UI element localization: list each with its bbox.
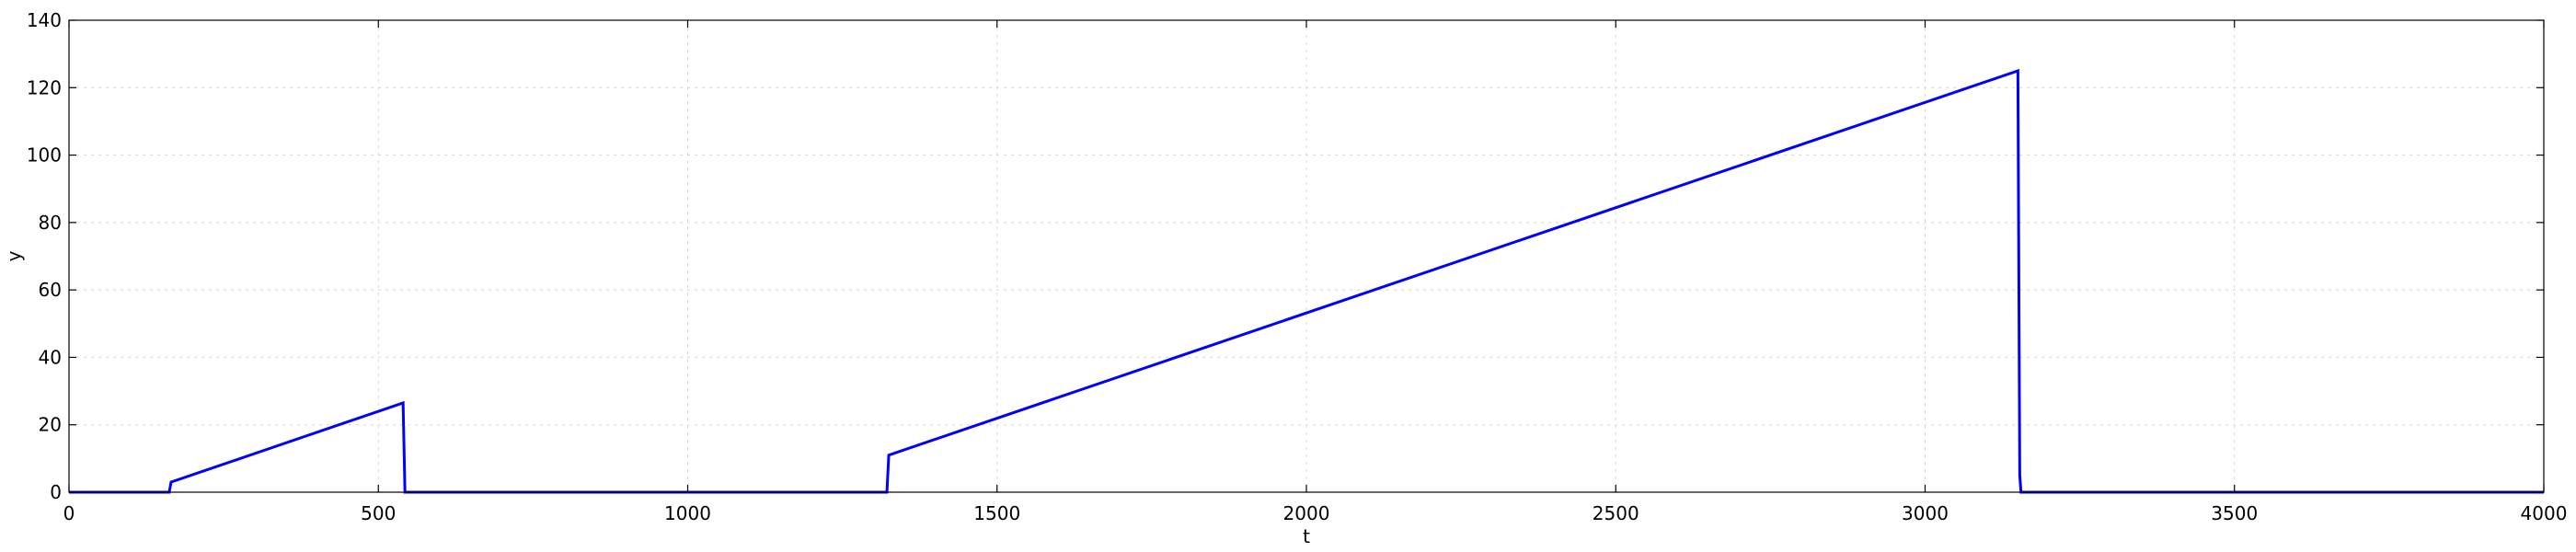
x-tick-label: 2500 <box>1593 502 1639 524</box>
y-tick-label: 120 <box>27 76 62 98</box>
y-tick-label: 60 <box>39 279 62 301</box>
y-tick-label: 40 <box>39 346 62 368</box>
x-axis-label: t <box>1303 525 1310 547</box>
series-layer <box>69 68 2544 494</box>
x-tick-label: 500 <box>361 502 396 524</box>
x-tick-label: 4000 <box>2521 502 2568 524</box>
x-tick-label: 3500 <box>2211 502 2258 524</box>
grid <box>69 20 2544 492</box>
x-tick-label: 0 <box>63 502 75 524</box>
series-line <box>69 68 2544 494</box>
x-tick-label: 2000 <box>1283 502 1330 524</box>
x-tick-label: 1000 <box>664 502 711 524</box>
y-tick-label: 80 <box>39 212 62 234</box>
y-tick-label: 0 <box>50 481 62 503</box>
y-axis-label: y <box>3 250 25 261</box>
x-tick-label: 1500 <box>973 502 1020 524</box>
axis-ticks: 0 500 1000 1500 2000 2500 3000 3500 4000 0 20 40 60 8… <box>27 9 2568 524</box>
y-tick-label: 100 <box>27 144 62 167</box>
y-tick-label: 140 <box>27 9 62 31</box>
x-tick-label: 3000 <box>1902 502 1949 524</box>
y-tick-label: 20 <box>39 414 62 436</box>
